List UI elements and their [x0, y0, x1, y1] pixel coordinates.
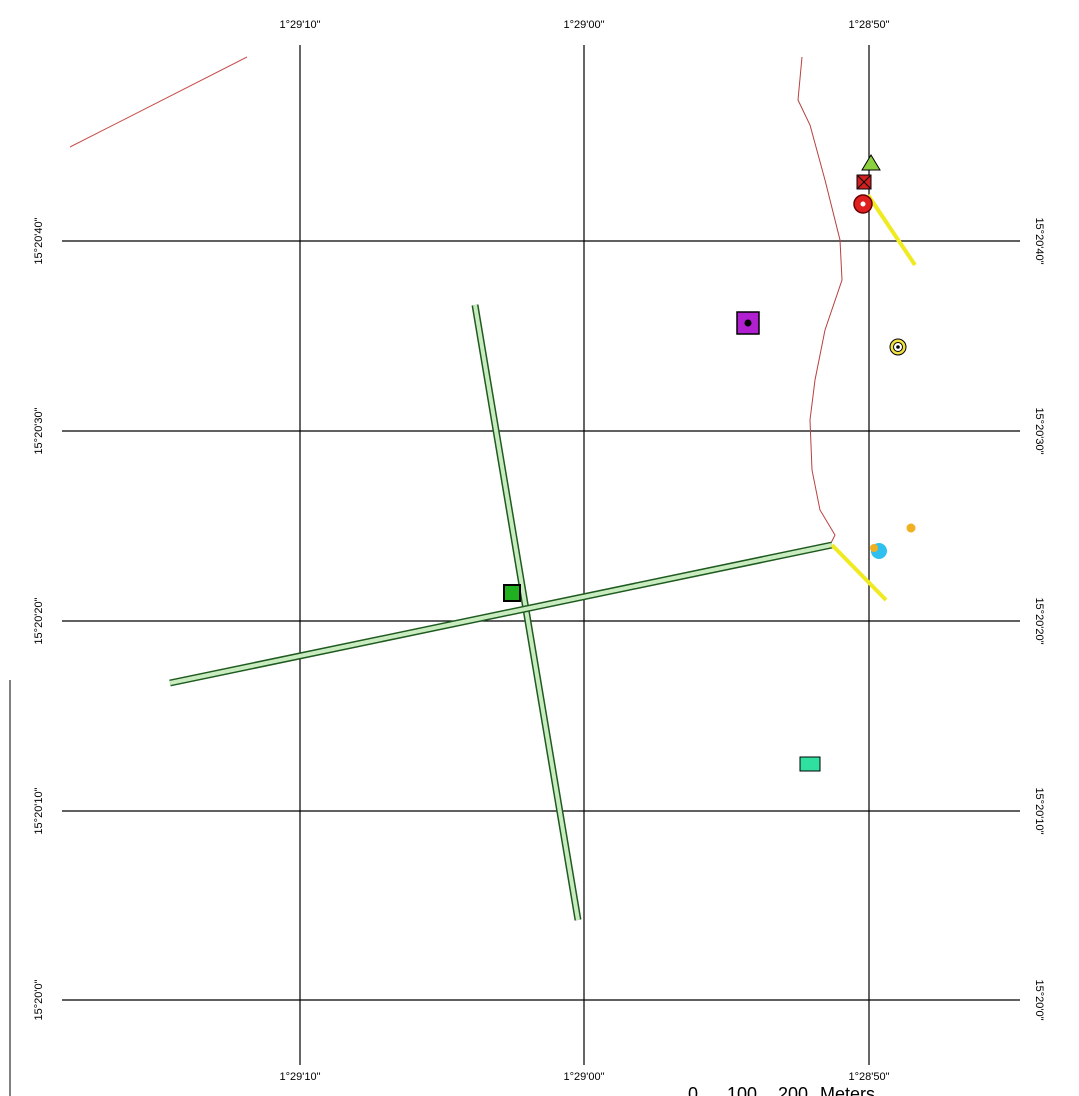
orange-point: [870, 544, 878, 552]
octagon-symbol: [853, 194, 873, 214]
latitude-label: 15°20'40": [33, 217, 45, 264]
latitude-label: 15°20'30": [33, 407, 45, 454]
longitude-label: 1°28'50": [849, 1071, 890, 1083]
latitude-label: 15°20'0": [33, 979, 45, 1020]
purple-square-symbol: [736, 311, 760, 335]
green-square-symbol: [503, 584, 521, 602]
yellow-line: [830, 543, 888, 602]
scale-bar: 0 100 200 Meters: [688, 1084, 875, 1096]
latitude-label: 15°20'40": [1033, 217, 1045, 264]
latitude-label: 15°20'10": [33, 787, 45, 834]
latitude-label: 15°20'0": [1033, 980, 1045, 1021]
target-symbol: [889, 338, 907, 356]
yellow-line: [866, 193, 917, 267]
teal-rect-symbol: [799, 756, 821, 772]
latitude-label: 15°20'20": [1033, 597, 1045, 644]
orange-point: [906, 523, 916, 533]
scale-label: 0: [688, 1084, 698, 1096]
longitude-label: 1°29'00": [564, 1071, 605, 1083]
longitude-label: 1°29'10": [280, 1071, 321, 1083]
longitude-label: 1°29'10": [280, 19, 321, 31]
graticule-labels: 1°29'10" 1°29'10" 1°29'00" 1°29'00" 1°28'50"…: [33, 19, 1045, 1083]
longitude-label: 1°28'50": [849, 19, 890, 31]
longitude-label: 1°29'00": [564, 19, 605, 31]
boundary-line: [69, 56, 248, 148]
latitude-label: 15°20'20": [33, 597, 45, 644]
scale-label: 200: [778, 1084, 808, 1096]
river: [797, 56, 843, 546]
scale-unit: Meters: [820, 1084, 875, 1096]
roads: [169, 304, 833, 921]
latitude-label: 15°20'30": [1033, 407, 1045, 454]
latitude-label: 15°20'10": [1033, 787, 1045, 834]
triangle-symbol: [861, 154, 881, 171]
graticule: [62, 45, 1020, 1065]
scale-label: 100: [727, 1084, 757, 1096]
cross-symbol: [856, 174, 872, 190]
